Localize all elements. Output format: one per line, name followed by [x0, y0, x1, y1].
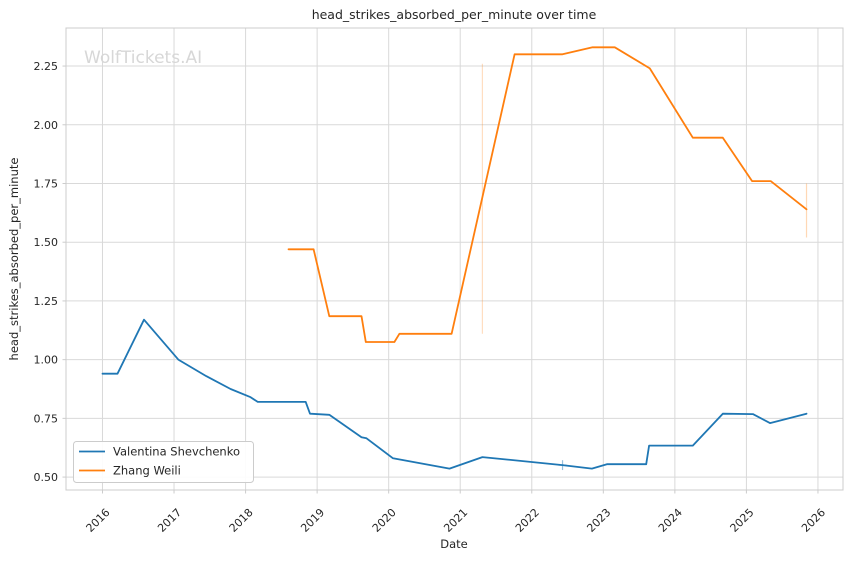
x-tick-label: 2026: [799, 506, 828, 535]
x-tick-label: 2023: [584, 506, 613, 535]
legend-label-valentina: Valentina Shevchenko: [113, 445, 240, 459]
chart-title: head_strikes_absorbed_per_minute over ti…: [312, 7, 597, 22]
legend: Valentina Shevchenko Zhang Weili: [73, 441, 254, 483]
y-tick-label: 1.75: [34, 177, 59, 190]
x-tick-label: 2025: [728, 506, 757, 535]
x-tick-label: 2024: [656, 506, 685, 535]
plot-border: [65, 27, 844, 491]
x-tick-label: 2016: [84, 506, 113, 535]
watermark: WolfTickets.AI: [84, 48, 202, 68]
x-axis-label: Date: [440, 537, 468, 551]
series-line-zhang-weili: [287, 46, 808, 343]
x-tick-label: 2018: [227, 506, 256, 535]
x-tick-label: 2019: [298, 506, 327, 535]
series-line-valentina-shevchenko: [101, 318, 808, 470]
y-axis-label: head_strikes_absorbed_per_minute: [7, 158, 21, 361]
legend-label-zhang: Zhang Weili: [113, 464, 181, 478]
y-tick-label: 1.50: [34, 236, 59, 249]
x-tick-label: 2022: [513, 506, 542, 535]
x-tick-label: 2021: [441, 506, 470, 535]
y-tick-label: 2.00: [34, 119, 59, 132]
y-tick-label: 2.25: [34, 60, 59, 73]
x-tick-label: 2020: [370, 506, 399, 535]
y-tick-label: 1.25: [34, 295, 59, 308]
y-tick-label: 0.75: [34, 412, 59, 425]
series-lines: [101, 46, 808, 470]
y-tick-label: 0.50: [34, 471, 59, 484]
legend-item-valentina: Valentina Shevchenko: [79, 445, 240, 459]
legend-box: [73, 441, 254, 483]
x-tick-label: 2017: [155, 506, 184, 535]
y-tick-label: 1.00: [34, 354, 59, 367]
legend-item-zhang: Zhang Weili: [79, 464, 181, 478]
gridlines: [66, 28, 843, 490]
